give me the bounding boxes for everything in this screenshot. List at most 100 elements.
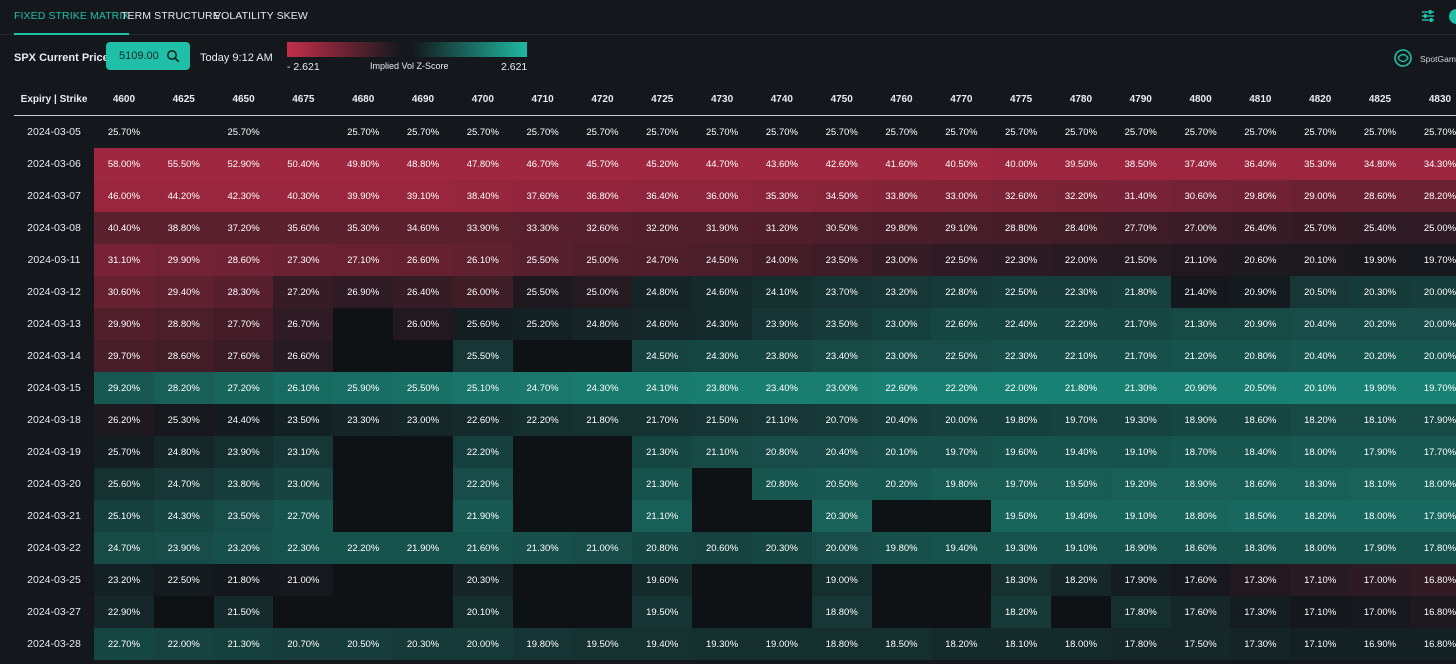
- iv-cell[interactable]: 21.50%: [692, 404, 752, 436]
- iv-cell[interactable]: 29.20%: [94, 372, 154, 404]
- iv-cell[interactable]: 20.50%: [1290, 276, 1351, 308]
- iv-cell[interactable]: [572, 500, 633, 532]
- iv-cell[interactable]: 19.40%: [1051, 500, 1111, 532]
- iv-cell[interactable]: 18.10%: [991, 628, 1052, 660]
- iv-cell[interactable]: 48.80%: [393, 148, 453, 180]
- iv-cell[interactable]: 17.10%: [1290, 596, 1351, 628]
- iv-cell[interactable]: 29.10%: [931, 212, 992, 244]
- iv-cell[interactable]: 20.40%: [1290, 340, 1351, 372]
- iv-cell[interactable]: [512, 564, 573, 596]
- iv-cell[interactable]: 20.60%: [692, 532, 752, 564]
- iv-cell[interactable]: 18.00%: [1409, 468, 1456, 500]
- iv-cell[interactable]: 25.50%: [512, 244, 573, 276]
- iv-cell[interactable]: 19.70%: [931, 436, 992, 468]
- iv-cell[interactable]: 20.80%: [632, 532, 693, 564]
- iv-cell[interactable]: [512, 596, 573, 628]
- iv-cell[interactable]: 18.10%: [1350, 404, 1410, 436]
- iv-cell[interactable]: 33.90%: [452, 212, 513, 244]
- iv-cell[interactable]: 20.90%: [1230, 276, 1291, 308]
- iv-cell[interactable]: 45.70%: [572, 148, 633, 180]
- iv-cell[interactable]: 19.80%: [931, 468, 992, 500]
- iv-cell[interactable]: [393, 564, 453, 596]
- iv-cell[interactable]: 20.40%: [811, 436, 872, 468]
- iv-cell[interactable]: 18.00%: [1350, 500, 1410, 532]
- iv-cell[interactable]: 36.00%: [692, 180, 752, 212]
- iv-cell[interactable]: 25.10%: [452, 372, 513, 404]
- iv-cell[interactable]: 25.70%: [632, 115, 693, 148]
- iv-cell[interactable]: 19.10%: [1051, 532, 1111, 564]
- iv-cell[interactable]: 46.00%: [94, 180, 154, 212]
- iv-cell[interactable]: 18.40%: [1230, 436, 1291, 468]
- iv-cell[interactable]: 18.00%: [1290, 436, 1351, 468]
- iv-cell[interactable]: [751, 596, 812, 628]
- iv-cell[interactable]: 33.80%: [871, 180, 932, 212]
- iv-cell[interactable]: 28.20%: [153, 372, 214, 404]
- iv-cell[interactable]: 35.30%: [751, 180, 812, 212]
- iv-cell[interactable]: [273, 115, 334, 148]
- iv-cell[interactable]: 22.50%: [153, 564, 214, 596]
- iv-cell[interactable]: 17.90%: [1350, 436, 1410, 468]
- iv-cell[interactable]: 16.90%: [1350, 628, 1410, 660]
- iv-cell[interactable]: 28.60%: [153, 340, 214, 372]
- iv-cell[interactable]: 19.80%: [512, 628, 573, 660]
- iv-cell[interactable]: 21.70%: [1110, 340, 1171, 372]
- iv-cell[interactable]: 27.70%: [213, 308, 274, 340]
- iv-cell[interactable]: 29.40%: [153, 276, 214, 308]
- iv-cell[interactable]: 25.10%: [94, 500, 154, 532]
- iv-cell[interactable]: 47.80%: [452, 148, 513, 180]
- iv-cell[interactable]: 22.20%: [333, 532, 394, 564]
- iv-cell[interactable]: 24.40%: [213, 404, 274, 436]
- iv-cell[interactable]: [333, 436, 394, 468]
- iv-cell[interactable]: 17.30%: [1230, 596, 1291, 628]
- iv-cell[interactable]: 21.30%: [213, 628, 274, 660]
- iv-cell[interactable]: 17.00%: [1350, 596, 1410, 628]
- iv-cell[interactable]: 23.00%: [393, 404, 453, 436]
- iv-cell[interactable]: [393, 340, 453, 372]
- iv-cell[interactable]: 25.70%: [991, 115, 1052, 148]
- iv-cell[interactable]: 25.70%: [692, 115, 752, 148]
- iv-cell[interactable]: 25.60%: [94, 468, 154, 500]
- iv-cell[interactable]: 21.00%: [572, 532, 633, 564]
- iv-cell[interactable]: 44.70%: [692, 148, 752, 180]
- iv-cell[interactable]: 18.20%: [931, 628, 992, 660]
- iv-cell[interactable]: 30.60%: [1170, 180, 1231, 212]
- iv-cell[interactable]: 22.00%: [153, 628, 214, 660]
- iv-cell[interactable]: 23.10%: [273, 436, 334, 468]
- iv-cell[interactable]: [333, 340, 394, 372]
- iv-cell[interactable]: 23.20%: [871, 276, 932, 308]
- iv-cell[interactable]: 27.10%: [333, 244, 394, 276]
- iv-cell[interactable]: 20.90%: [1230, 308, 1291, 340]
- iv-cell[interactable]: 24.50%: [692, 244, 752, 276]
- iv-cell[interactable]: 21.40%: [1170, 276, 1231, 308]
- iv-cell[interactable]: 18.30%: [991, 564, 1052, 596]
- iv-cell[interactable]: [512, 340, 573, 372]
- iv-cell[interactable]: 18.20%: [991, 596, 1052, 628]
- iv-cell[interactable]: 26.00%: [393, 308, 453, 340]
- iv-cell[interactable]: 46.70%: [512, 148, 573, 180]
- iv-cell[interactable]: [572, 340, 633, 372]
- iv-cell[interactable]: 21.50%: [1110, 244, 1171, 276]
- iv-cell[interactable]: 21.60%: [452, 532, 513, 564]
- iv-cell[interactable]: 18.50%: [871, 628, 932, 660]
- iv-cell[interactable]: 17.90%: [1350, 532, 1410, 564]
- iv-cell[interactable]: 26.00%: [452, 276, 513, 308]
- iv-cell[interactable]: [871, 596, 932, 628]
- iv-cell[interactable]: 22.50%: [931, 244, 992, 276]
- iv-cell[interactable]: 21.30%: [512, 532, 573, 564]
- iv-cell[interactable]: 22.50%: [931, 340, 992, 372]
- iv-cell[interactable]: 23.00%: [273, 468, 334, 500]
- iv-cell[interactable]: 25.70%: [1290, 115, 1351, 148]
- iv-cell[interactable]: 20.90%: [1170, 372, 1231, 404]
- iv-cell[interactable]: 17.90%: [1409, 500, 1456, 532]
- iv-cell[interactable]: 21.30%: [632, 468, 693, 500]
- iv-cell[interactable]: 23.70%: [811, 276, 872, 308]
- iv-cell[interactable]: 20.00%: [931, 404, 992, 436]
- iv-cell[interactable]: 23.30%: [333, 404, 394, 436]
- iv-cell[interactable]: 19.80%: [991, 404, 1052, 436]
- iv-cell[interactable]: 25.70%: [871, 115, 932, 148]
- iv-cell[interactable]: 20.10%: [871, 436, 932, 468]
- iv-cell[interactable]: 17.00%: [1350, 564, 1410, 596]
- iv-cell[interactable]: 23.00%: [871, 244, 932, 276]
- iv-cell[interactable]: 21.80%: [1110, 276, 1171, 308]
- iv-cell[interactable]: 23.00%: [871, 308, 932, 340]
